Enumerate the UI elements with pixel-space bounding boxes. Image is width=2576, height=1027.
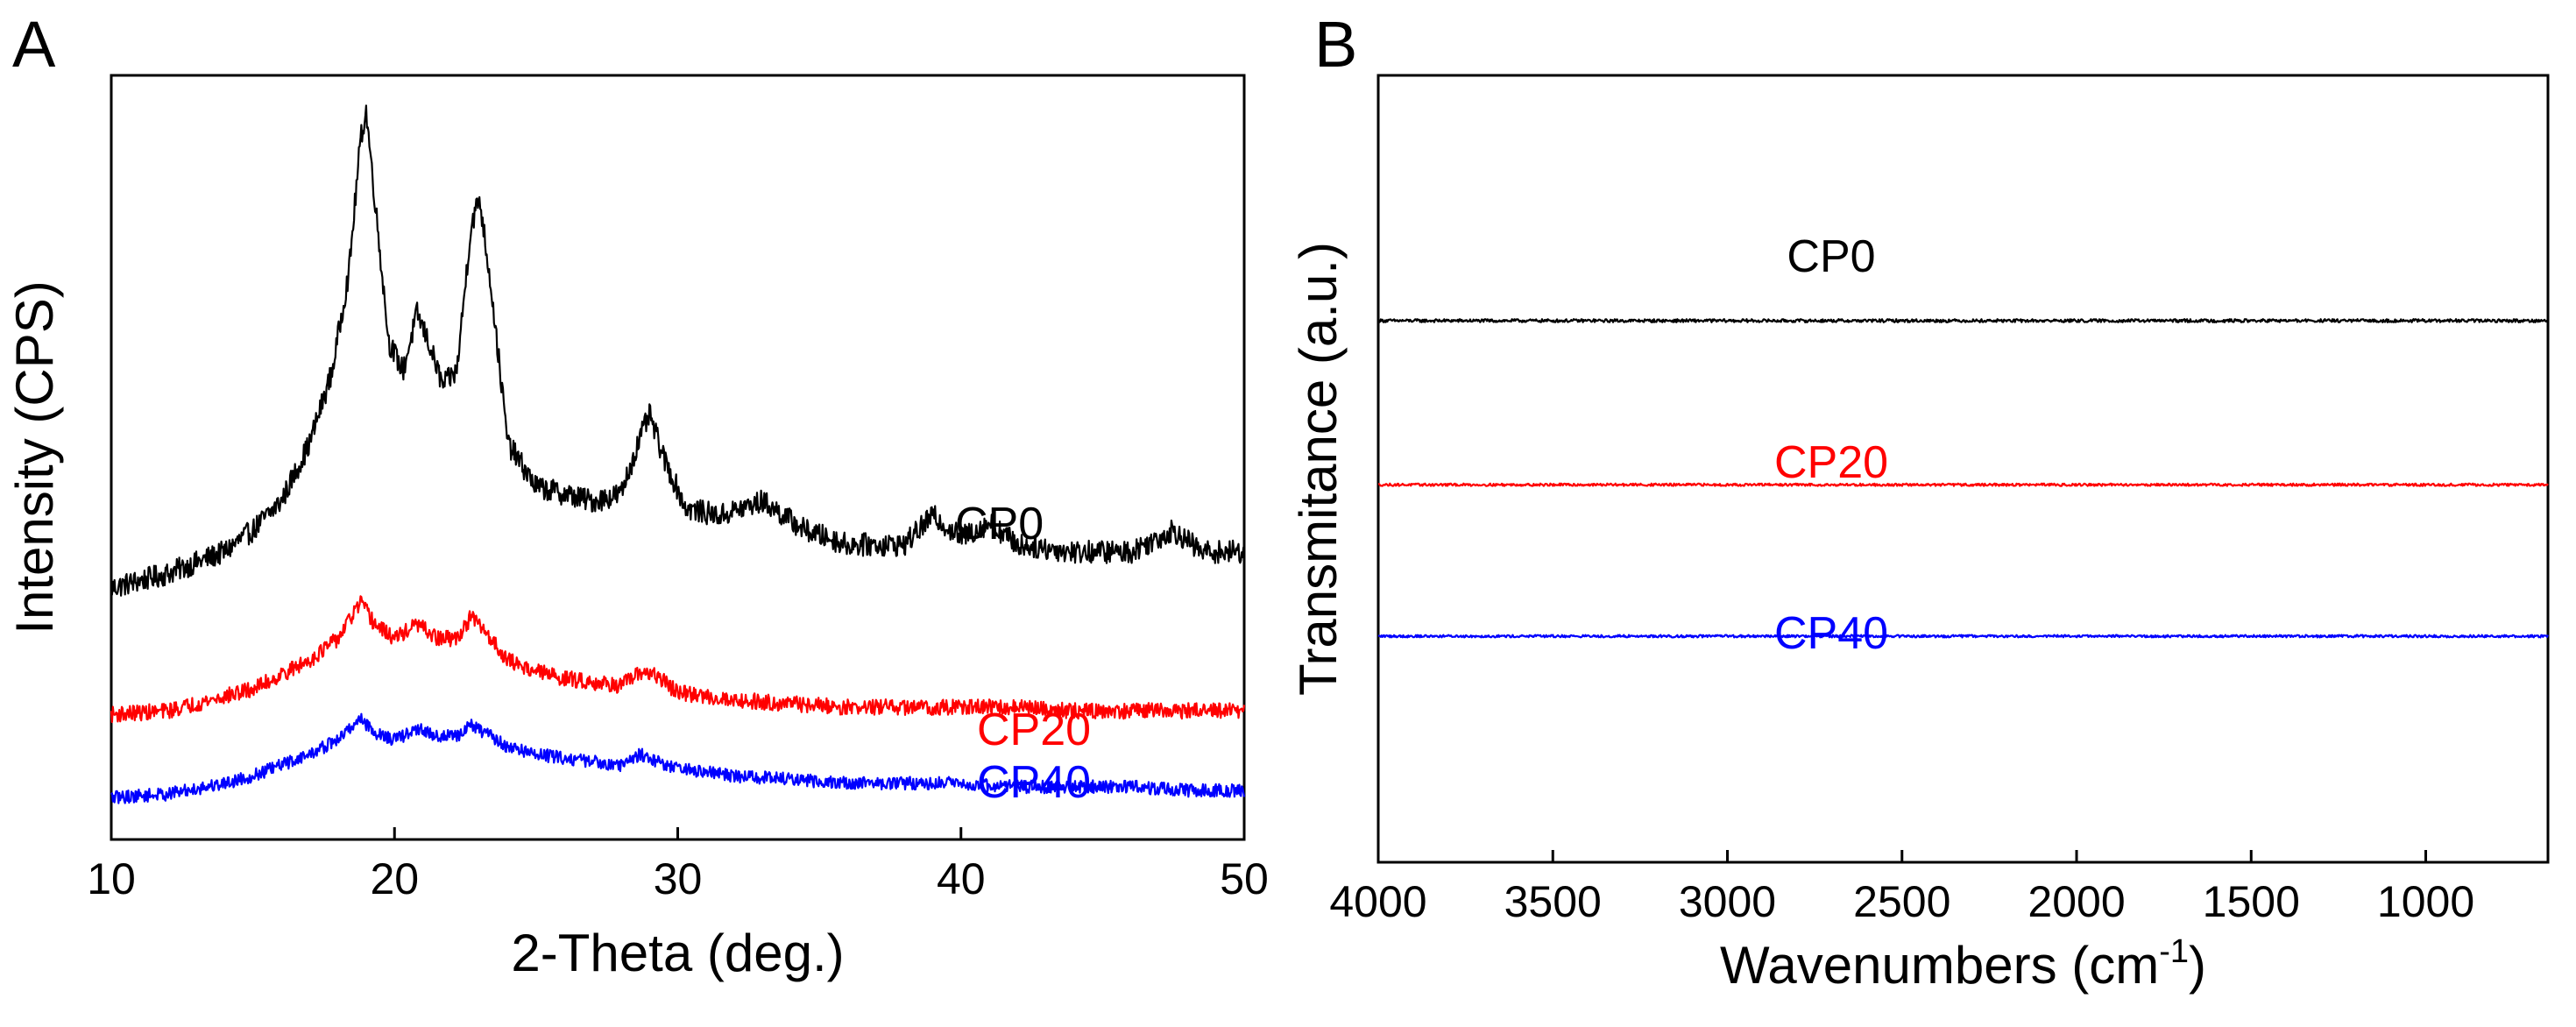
series-label-cp40: CP40 (1774, 608, 1888, 659)
panel-b-x-axis-label: Wavenumbers (cm-1) (1720, 933, 2206, 995)
series-line-cp20 (1377, 482, 2549, 487)
panel-b-x-axis: 4000 3500 3000 2500 2000 1500 1000 (1329, 850, 2474, 926)
panel-b-y-axis-label: Transmitance (a.u.) (1289, 242, 1348, 696)
series-line-cp0 (1376, 318, 2549, 323)
x-tick-label-3500: 3500 (1504, 877, 1602, 926)
x-tick-label-50: 50 (1220, 854, 1269, 903)
series-line-cp40 (1377, 634, 2550, 639)
x-tick-label-3000: 3000 (1679, 877, 1776, 926)
x-tick-label-30: 30 (654, 854, 703, 903)
x-tick-label-40: 40 (937, 854, 986, 903)
panel-b-x-axis-label-close: ) (2189, 936, 2206, 995)
panel-b-plot-frame (1376, 74, 2550, 864)
series-label-cp40: CP40 (977, 757, 1091, 808)
panel-b: B CP0 CP20 CP40 4000 3500 3000 2500 2000 1500 10… (1289, 8, 2550, 995)
x-tick-label-1000: 1000 (2377, 877, 2474, 926)
x-tick-label-2000: 2000 (2028, 877, 2125, 926)
series-label-cp0: CP0 (1787, 231, 1875, 282)
x-tick-label-2500: 2500 (1853, 877, 1950, 926)
x-tick-label-10: 10 (87, 854, 136, 903)
panel-b-series-group: CP0 CP20 CP40 (1376, 231, 2550, 659)
series-line-cp20 (110, 595, 1246, 724)
panel-a-y-axis-label: Intensity (CPS) (5, 280, 64, 634)
panel-a-x-axis: 10 20 30 40 50 (87, 827, 1269, 903)
x-tick-label-1500: 1500 (2203, 877, 2300, 926)
panel-a-x-axis-label: 2-Theta (deg.) (511, 924, 844, 982)
series-line-cp0 (110, 104, 1246, 597)
series-label-cp0: CP0 (955, 499, 1044, 549)
x-tick-label-20: 20 (370, 854, 419, 903)
series-label-cp20: CP20 (1774, 437, 1888, 488)
panel-b-label: B (1314, 8, 1357, 81)
x-tick-label-4000: 4000 (1329, 877, 1426, 926)
series-label-cp20: CP20 (977, 705, 1091, 755)
panel-a-label: A (12, 8, 56, 81)
series-line-cp40 (110, 712, 1246, 804)
panel-b-x-axis-label-superscript: -1 (2159, 933, 2189, 970)
panel-b-x-axis-label-main: Wavenumbers (cm (1720, 936, 2159, 995)
